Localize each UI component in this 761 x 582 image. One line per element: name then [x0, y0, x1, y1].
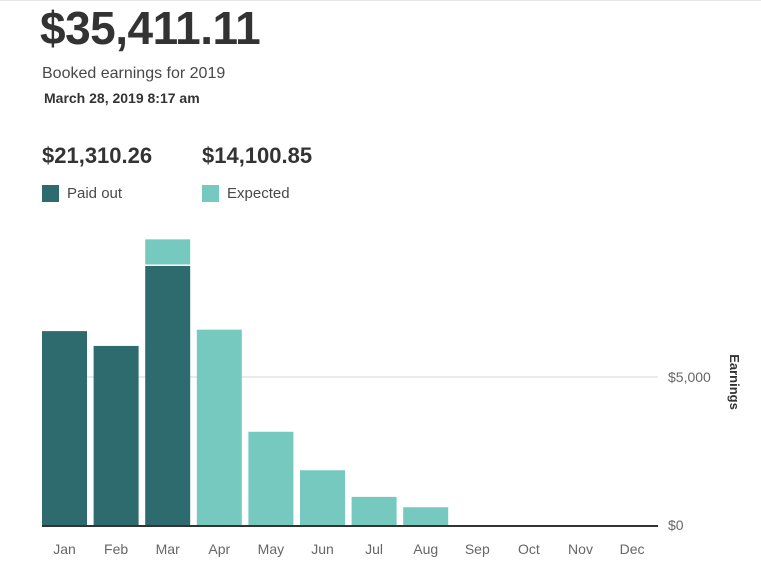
legend-paid-out: Paid out: [42, 184, 122, 202]
y-tick-label: $0: [668, 517, 684, 533]
bar-paid-out-jan: [42, 331, 87, 525]
x-tick-label: Jul: [365, 541, 383, 557]
legend-label-expected: Expected: [227, 184, 290, 202]
paid-out-amount: $21,310.26: [42, 143, 153, 168]
earnings-timestamp: March 28, 2019 8:17 am: [44, 90, 200, 106]
bar-paid-out-feb: [93, 345, 139, 525]
bar-expected-may: [248, 431, 294, 525]
earnings-subtitle: Booked earnings for 2019: [42, 65, 226, 82]
bar-expected-jun: [300, 470, 345, 525]
x-tick-label: Nov: [568, 541, 593, 557]
legend-swatch-paid-out: [42, 184, 59, 202]
x-tick-label: Apr: [208, 541, 230, 557]
y-axis-label: Earnings: [727, 354, 742, 410]
x-tick-label: Feb: [104, 541, 128, 557]
legend-label-paid-out: Paid out: [67, 184, 123, 202]
bar-expected-apr: [196, 329, 242, 525]
bar-expected-jul: [351, 496, 397, 525]
bar-expected-mar: [145, 239, 191, 265]
total-earnings: $35,411.11: [40, 2, 261, 54]
x-tick-label: Jan: [53, 541, 76, 557]
bar-expected-aug: [403, 507, 449, 525]
legend-expected: Expected: [202, 184, 290, 202]
expected-amount: $14,100.85: [202, 143, 313, 168]
y-tick-label: $5,000: [668, 369, 711, 385]
x-tick-label: Jun: [311, 541, 334, 557]
x-tick-label: Sep: [465, 541, 490, 557]
x-tick-label: Aug: [413, 541, 438, 557]
x-tick-label: May: [258, 541, 284, 557]
x-tick-label: Oct: [518, 541, 540, 557]
x-tick-label: Dec: [620, 541, 645, 557]
bar-paid-out-mar: [145, 266, 191, 525]
legend-swatch-expected: [202, 184, 219, 202]
x-tick-label: Mar: [156, 541, 180, 557]
top-divider: [0, 0, 761, 1]
